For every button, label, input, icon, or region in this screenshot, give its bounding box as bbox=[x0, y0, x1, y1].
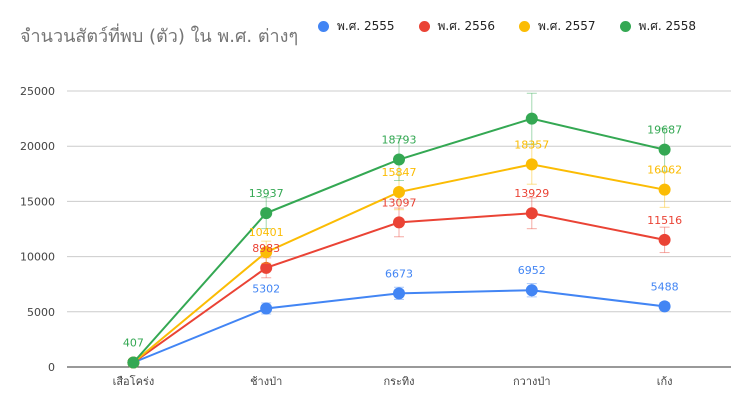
legend: พ.ศ. 2555 พ.ศ. 2556 พ.ศ. 2557 พ.ศ. 2558 bbox=[318, 17, 696, 36]
legend-item-2557[interactable]: พ.ศ. 2557 bbox=[519, 17, 596, 36]
data-label: 19687 bbox=[647, 124, 682, 137]
series-0 bbox=[127, 283, 671, 369]
data-label: 13937 bbox=[249, 187, 284, 200]
data-label: 18793 bbox=[382, 134, 417, 147]
data-point bbox=[127, 356, 140, 369]
data-label: 11516 bbox=[647, 214, 682, 227]
data-point bbox=[525, 112, 538, 125]
data-point bbox=[658, 300, 671, 313]
legend-label-2555: พ.ศ. 2555 bbox=[337, 19, 395, 33]
chart-title: จำนวนสัตว์ที่พบ (ตัว) ใน พ.ศ. ต่างๆ bbox=[20, 26, 299, 47]
x-tick-label: ช้างป่า bbox=[250, 375, 282, 388]
data-point bbox=[260, 246, 273, 259]
data-point bbox=[393, 186, 405, 199]
legend-item-2558[interactable]: พ.ศ. 2558 bbox=[619, 17, 697, 36]
data-point bbox=[393, 287, 405, 300]
data-label: 13929 bbox=[514, 187, 549, 200]
legend-label-2556: พ.ศ. 2556 bbox=[437, 19, 496, 33]
data-label: 10401 bbox=[249, 226, 284, 239]
data-label: 5488 bbox=[651, 280, 679, 293]
legend-item-2556[interactable]: พ.ศ. 2556 bbox=[418, 17, 496, 36]
data-label: 13097 bbox=[382, 196, 417, 209]
data-point bbox=[658, 183, 671, 196]
data-point bbox=[658, 143, 671, 156]
data-point bbox=[525, 284, 538, 297]
y-tick-label: 15000 bbox=[20, 195, 55, 208]
x-tick-label: เสือโคร่ง bbox=[113, 374, 155, 388]
y-tick-label: 10000 bbox=[20, 251, 55, 264]
x-tick-label: กระทิง bbox=[383, 375, 414, 388]
data-label: 6952 bbox=[518, 264, 546, 277]
x-tick-label: เก้ง bbox=[657, 375, 673, 388]
data-label: 16062 bbox=[647, 164, 682, 177]
data-point bbox=[525, 207, 538, 220]
data-label: 6673 bbox=[385, 267, 413, 280]
legend-dot-2555 bbox=[318, 21, 329, 32]
legend-dot-2557 bbox=[519, 21, 531, 32]
legend-label-2557: พ.ศ. 2557 bbox=[538, 19, 596, 33]
series-3 bbox=[127, 92, 671, 369]
legend-label-2558: พ.ศ. 2558 bbox=[638, 19, 697, 33]
y-tick-label: 0 bbox=[48, 361, 55, 374]
data-point bbox=[260, 302, 273, 315]
data-point bbox=[260, 261, 273, 274]
legend-dot-2556 bbox=[418, 21, 430, 32]
data-point bbox=[393, 216, 405, 229]
y-tick-label: 25000 bbox=[20, 85, 55, 98]
data-label: 407 bbox=[123, 337, 144, 350]
data-point bbox=[525, 158, 538, 171]
y-tick-label: 20000 bbox=[20, 140, 55, 153]
data-label: 18357 bbox=[514, 138, 549, 151]
data-point bbox=[658, 233, 671, 246]
x-tick-label: กวางป่า bbox=[513, 375, 551, 388]
legend-item-2555[interactable]: พ.ศ. 2555 bbox=[318, 17, 395, 36]
data-label: 5302 bbox=[252, 282, 280, 295]
data-label: 8983 bbox=[252, 242, 280, 255]
y-tick-label: 5000 bbox=[27, 306, 55, 319]
series-line bbox=[133, 289, 665, 364]
series-1 bbox=[127, 197, 671, 369]
legend-dot-2558 bbox=[619, 21, 631, 32]
data-point bbox=[393, 153, 405, 166]
data-label: 15847 bbox=[382, 166, 417, 179]
data-point bbox=[260, 207, 273, 220]
